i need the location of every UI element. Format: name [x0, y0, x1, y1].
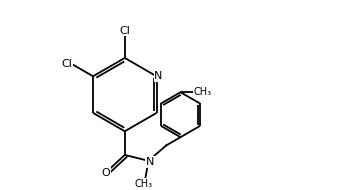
Text: N: N [146, 157, 154, 167]
Text: CH₃: CH₃ [135, 179, 153, 189]
Text: O: O [101, 168, 110, 178]
Text: CH₃: CH₃ [194, 87, 212, 97]
Text: N: N [154, 71, 163, 81]
Text: Cl: Cl [119, 26, 130, 36]
Text: Cl: Cl [61, 59, 72, 70]
